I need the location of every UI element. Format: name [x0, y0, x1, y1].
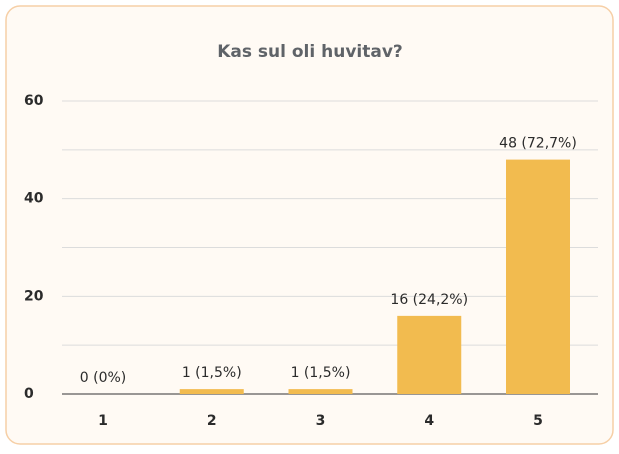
value-label: 1 (1,5%)	[291, 365, 351, 381]
bar	[179, 389, 244, 394]
x-tick-label: 1	[98, 413, 108, 429]
value-label: 48 (72,7%)	[499, 136, 577, 152]
y-tick-label: 40	[24, 191, 44, 207]
bar	[397, 315, 462, 394]
value-label: 16 (24,2%)	[390, 292, 468, 308]
bar	[288, 389, 353, 394]
value-label: 1 (1,5%)	[182, 365, 242, 381]
x-tick-label: 4	[424, 413, 434, 429]
value-label: 0 (0%)	[80, 370, 127, 386]
y-tick-label: 20	[24, 288, 44, 304]
y-tick-label: 0	[24, 386, 34, 402]
x-tick-label: 3	[316, 413, 326, 429]
x-tick-label: 5	[533, 413, 543, 429]
chart-title: Kas sul oli huvitav?	[217, 42, 403, 62]
y-tick-label: 60	[24, 93, 44, 109]
bar	[506, 159, 570, 394]
x-tick-label: 2	[207, 413, 217, 429]
